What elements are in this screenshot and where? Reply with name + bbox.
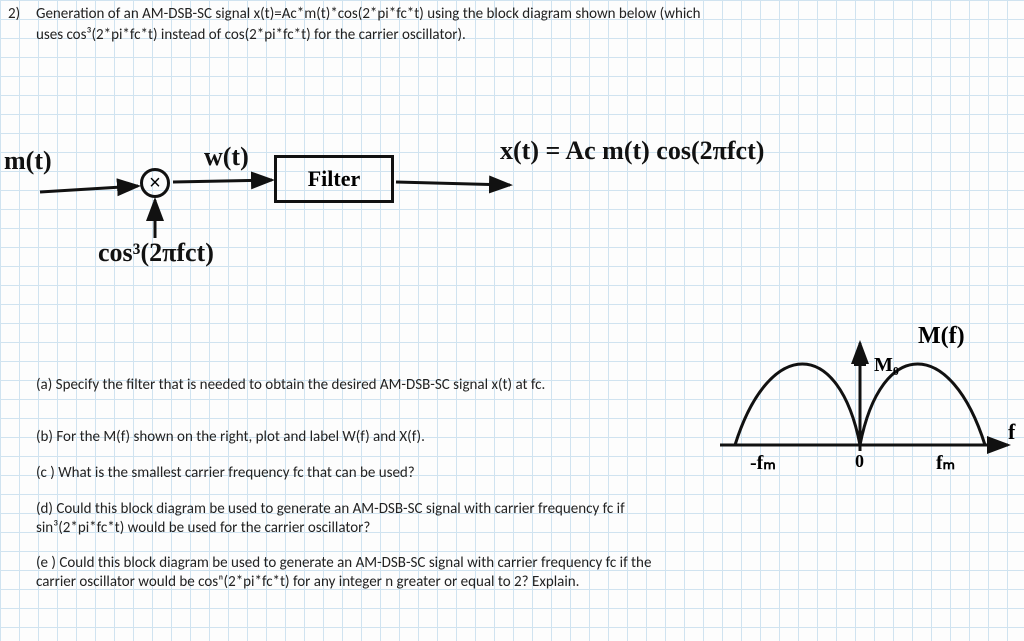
intro-line-2: uses cos³(2*pi*fc*t) instead of cos(2*pi… — [36, 26, 466, 44]
filter-block: Filter — [274, 155, 394, 203]
spectrum-sketch-m-f: M(f) M₀ f -fₘ 0 fₘ — [710, 310, 1020, 490]
signal-label-w-t: w(t) — [204, 142, 249, 172]
svg-text:M₀: M₀ — [874, 354, 899, 376]
question-number: 2) — [8, 5, 20, 23]
part-d: (d) Could this block diagram be used to … — [36, 500, 656, 538]
svg-text:fₘ: fₘ — [936, 452, 955, 474]
svg-text:-fₘ: -fₘ — [750, 452, 776, 474]
intro-line-1: Generation of an AM-DSB-SC signal x(t)=A… — [36, 5, 996, 23]
part-a: (a) Specify the filter that is needed to… — [36, 376, 545, 395]
part-c: (c ) What is the smallest carrier freque… — [36, 464, 415, 483]
svg-text:f: f — [1008, 419, 1016, 444]
spectrum-svg: M(f) M₀ f -fₘ 0 fₘ — [710, 310, 1020, 490]
multiplier-node: × — [140, 168, 170, 198]
svg-text:M(f): M(f) — [918, 323, 965, 349]
part-b: (b) For the M(f) shown on the right, plo… — [36, 428, 425, 447]
svg-text:0: 0 — [855, 451, 864, 471]
oscillator-label: cos³(2πfct) — [98, 238, 214, 268]
part-e: (e ) Could this block diagram be used to… — [36, 554, 656, 592]
block-diagram: × Filter m(t) w(t) cos³(2πfct) x(t) = Ac… — [10, 130, 1010, 310]
output-label-x-t: x(t) = Ac m(t) cos(2πfct) — [500, 136, 764, 166]
input-label-m-t: m(t) — [4, 146, 52, 176]
